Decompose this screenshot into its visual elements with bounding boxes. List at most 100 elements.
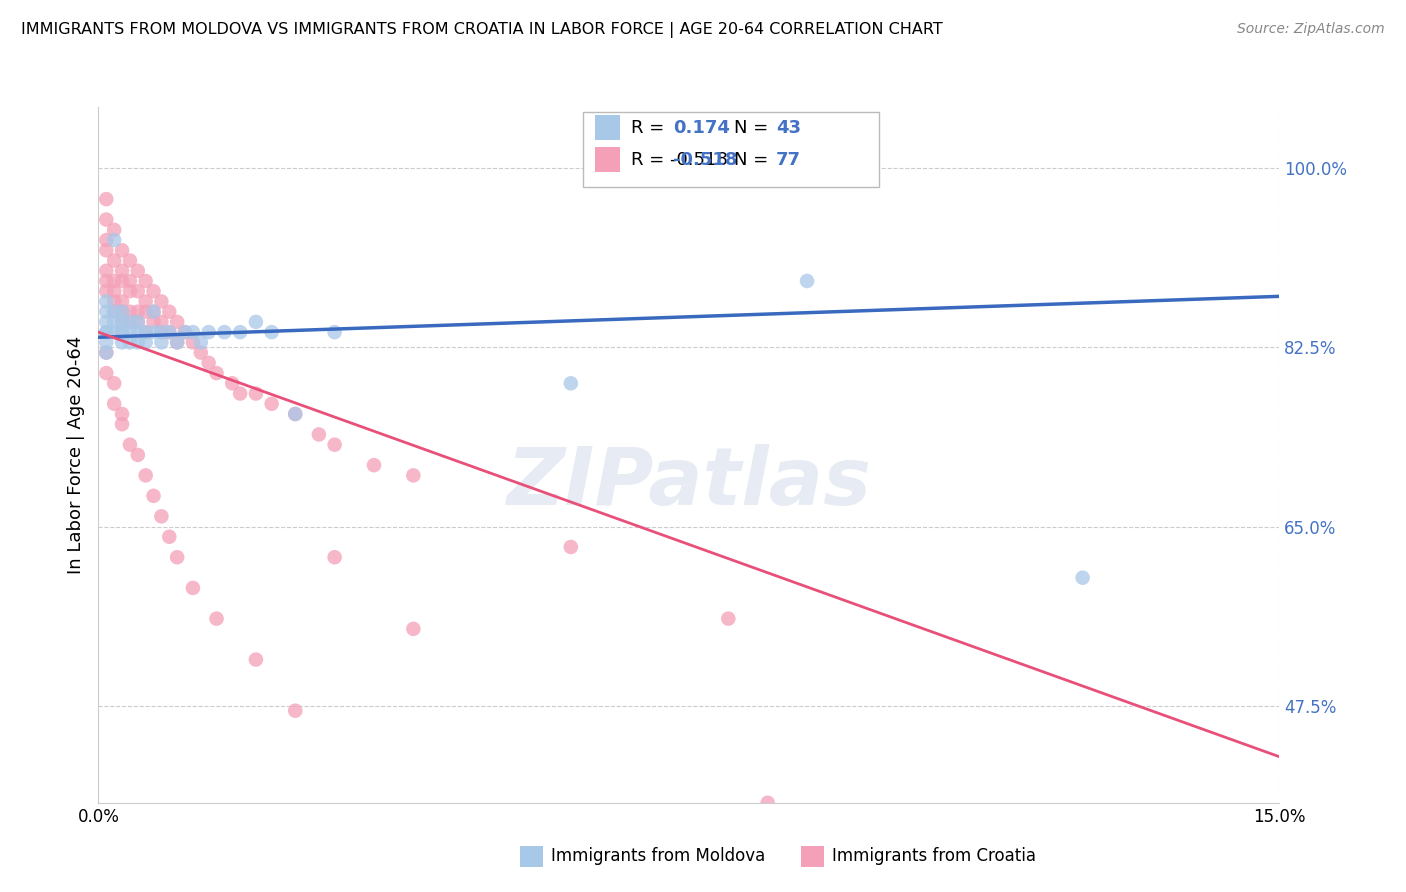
Point: [150, 509, 173, 524]
Point: [96, 284, 118, 298]
Point: [135, 335, 157, 350]
Point: [157, 325, 180, 339]
Point: [166, 335, 188, 350]
Point: [111, 315, 134, 329]
Point: [229, 325, 252, 339]
Point: [127, 315, 149, 329]
Point: [96, 345, 118, 359]
Text: 77: 77: [776, 151, 801, 169]
Point: [135, 325, 157, 339]
Point: [111, 325, 134, 339]
Point: [150, 335, 173, 350]
Point: [127, 325, 149, 339]
Point: [174, 325, 197, 339]
Point: [205, 612, 228, 626]
Point: [214, 325, 236, 339]
Point: [111, 264, 134, 278]
Point: [103, 397, 125, 411]
Text: Immigrants from Moldova: Immigrants from Moldova: [551, 847, 765, 865]
Point: [96, 212, 118, 227]
Point: [142, 315, 165, 329]
Point: [118, 335, 141, 350]
Point: [166, 335, 188, 350]
Point: [135, 325, 157, 339]
Point: [118, 315, 141, 329]
Point: [190, 345, 212, 359]
Point: [96, 304, 118, 318]
Point: [323, 438, 346, 452]
Point: [135, 294, 157, 309]
Point: [190, 335, 212, 350]
Point: [166, 315, 188, 329]
Point: [111, 304, 134, 318]
Point: [221, 376, 243, 391]
Point: [127, 448, 149, 462]
Point: [127, 335, 149, 350]
Point: [402, 622, 425, 636]
Point: [1071, 571, 1094, 585]
Point: [142, 325, 165, 339]
Point: [103, 294, 125, 309]
Point: [96, 325, 118, 339]
Point: [118, 325, 141, 339]
Text: 0.174: 0.174: [673, 119, 730, 136]
Point: [560, 376, 582, 391]
Point: [103, 223, 125, 237]
Point: [103, 233, 125, 247]
Point: [181, 581, 204, 595]
Point: [103, 376, 125, 391]
Point: [402, 468, 425, 483]
Point: [135, 468, 157, 483]
Text: 43: 43: [776, 119, 801, 136]
Point: [323, 550, 346, 565]
Point: [308, 427, 330, 442]
Text: N =: N =: [734, 119, 768, 136]
Point: [96, 244, 118, 258]
Point: [103, 315, 125, 329]
Point: [118, 304, 141, 318]
Text: N =: N =: [734, 151, 768, 169]
Point: [111, 407, 134, 421]
Point: [96, 233, 118, 247]
Point: [111, 417, 134, 432]
Point: [127, 315, 149, 329]
Point: [142, 304, 165, 318]
Point: [142, 489, 165, 503]
Point: [118, 315, 141, 329]
Point: [135, 304, 157, 318]
Point: [96, 366, 118, 380]
Point: [96, 315, 118, 329]
Point: [284, 407, 307, 421]
Point: [150, 325, 173, 339]
Text: R =: R =: [631, 119, 665, 136]
Point: [205, 366, 228, 380]
Point: [103, 304, 125, 318]
Point: [284, 407, 307, 421]
Point: [197, 325, 219, 339]
Point: [363, 458, 385, 472]
Point: [103, 253, 125, 268]
Point: [150, 325, 173, 339]
Point: [245, 386, 267, 401]
Point: [96, 335, 118, 350]
Point: [174, 325, 197, 339]
Text: ZIPatlas: ZIPatlas: [506, 443, 872, 522]
Point: [127, 304, 149, 318]
Point: [245, 315, 267, 329]
Text: R = -0.518: R = -0.518: [631, 151, 728, 169]
Point: [127, 264, 149, 278]
Point: [103, 284, 125, 298]
Point: [284, 704, 307, 718]
Point: [96, 274, 118, 288]
Point: [96, 345, 118, 359]
Point: [157, 304, 180, 318]
Point: [118, 274, 141, 288]
Point: [150, 294, 173, 309]
Point: [323, 325, 346, 339]
Point: [96, 325, 118, 339]
Point: [111, 294, 134, 309]
Point: [157, 530, 180, 544]
Y-axis label: In Labor Force | Age 20-64: In Labor Force | Age 20-64: [66, 335, 84, 574]
Point: [142, 304, 165, 318]
Point: [118, 438, 141, 452]
